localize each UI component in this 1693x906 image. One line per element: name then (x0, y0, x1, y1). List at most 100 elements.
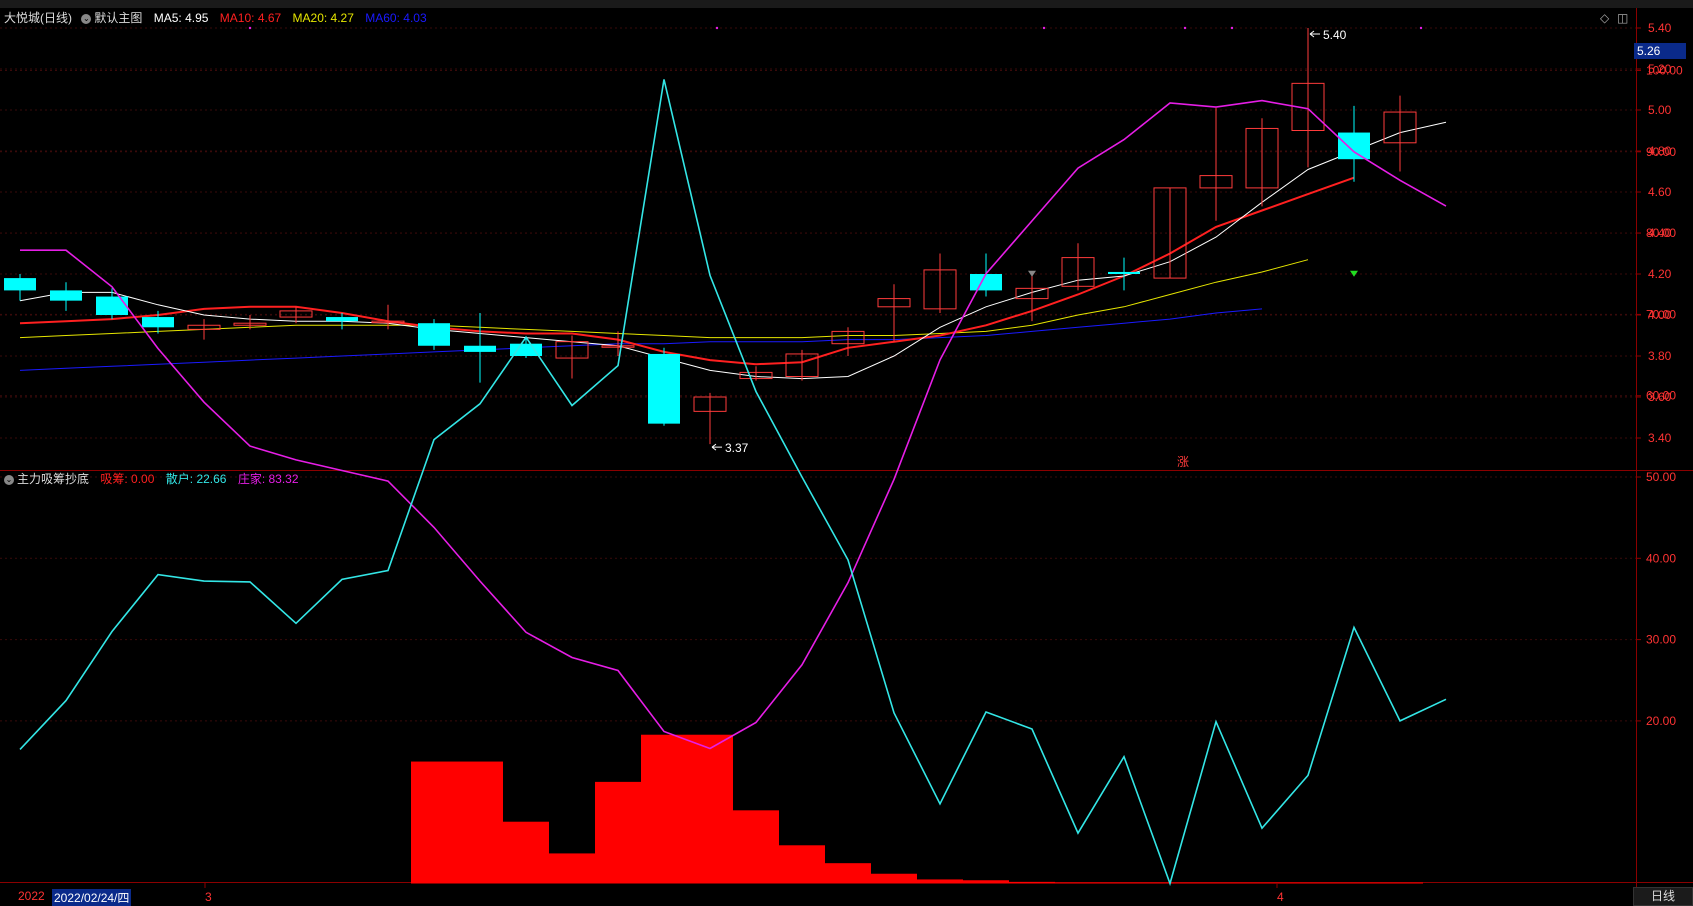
zhang-marker: 涨 (1177, 454, 1189, 469)
template-toggle-icon[interactable]: ⌄ (81, 13, 92, 24)
candle-body-up (1153, 187, 1187, 279)
candle-body-up (1245, 127, 1279, 189)
candle-body-up (739, 371, 773, 380)
xichou-bar (641, 734, 687, 884)
title-strip (0, 0, 1693, 8)
xichou-bar (687, 734, 733, 884)
xichou-bar (595, 781, 641, 884)
indicator-y-tick-label: 60.00 (1646, 389, 1676, 403)
candle-body-up (877, 298, 911, 308)
ma20-line (19, 259, 1309, 339)
indicator-toggle-icon[interactable]: ⌄ (4, 474, 14, 485)
candle-body-up (601, 345, 635, 348)
ma5-value: 4.95 (185, 11, 209, 25)
template-label[interactable]: 默认主图 (94, 11, 143, 25)
candle-body-down (50, 290, 82, 301)
xichou-bar (917, 879, 963, 884)
candle-body-down (464, 345, 496, 352)
indicator-y-tick-label: 50.00 (1646, 470, 1676, 484)
candle-body-up (1015, 287, 1049, 300)
candle-body-up (1291, 82, 1325, 131)
indicator-y-tick-label: 30.00 (1646, 633, 1676, 647)
main-y-tick-label: 3.80 (1648, 349, 1672, 363)
selected-date: 2022/02/24/四 (52, 889, 132, 906)
candle-body-up (233, 322, 267, 326)
candle-body-up (187, 324, 221, 330)
main-y-tick-label: 5.40 (1648, 21, 1672, 35)
candle-body-up (923, 269, 957, 310)
maximize-icon[interactable]: ◫ (1617, 11, 1629, 25)
gray-signal-triangle (1028, 270, 1036, 277)
ma60-line (19, 308, 1263, 371)
xichou-label: 吸筹: (100, 472, 128, 486)
indicator-y-tick-label: 40.00 (1646, 551, 1676, 565)
zhuangjia-label: 庄家: (237, 472, 266, 486)
xichou-bar (549, 853, 595, 884)
ma20-label: MA20: (292, 11, 328, 25)
ma5-label: MA5: (153, 11, 182, 25)
period-label: (日线) (40, 11, 73, 25)
signal-dot (1183, 26, 1187, 30)
candle-body-up (785, 353, 819, 378)
main-y-tick-label: 4.80 (1648, 144, 1672, 158)
candle-body-up (279, 310, 313, 318)
ma5-line (19, 121, 1447, 380)
zhuangjia-line (20, 99, 1447, 750)
xichou-value: 0.00 (131, 472, 155, 486)
indicator-y-tick-label: 80.00 (1646, 226, 1676, 240)
candle-body-down (970, 274, 1002, 291)
candle-body-up (371, 320, 405, 324)
high-arrow (1309, 30, 1320, 38)
candle-body-down (510, 343, 542, 356)
sanhu-value: 22.66 (196, 472, 227, 486)
candle-body-down (1108, 271, 1140, 274)
ma60-value: 4.03 (403, 11, 427, 25)
bottom-year-fragment: 2022 (18, 889, 45, 903)
main-y-tick-label: 4.60 (1648, 185, 1672, 199)
ma20-value: 4.27 (330, 11, 354, 25)
candle-body-down (96, 296, 128, 315)
month-4-label: 4 (1277, 890, 1284, 904)
main-y-tick-label: 4.20 (1648, 267, 1672, 281)
month-3-label: 3 (205, 890, 212, 904)
signal-dot (715, 26, 719, 30)
candle-body-down (648, 353, 680, 424)
indicator-name[interactable]: 主力吸筹抄底 (17, 472, 90, 486)
xichou-bar (963, 880, 1009, 884)
main-legend: 大悦城(日线) ⌄ 默认主图 MA5: 4.95 MA10: 4.67 MA20:… (4, 9, 427, 26)
xichou-bar (503, 821, 549, 884)
sanhu-label: 散户: (165, 472, 194, 486)
ma10-value: 4.67 (257, 11, 282, 25)
candle-body-up (1061, 257, 1095, 287)
candle-body-up (1199, 175, 1233, 189)
ma10-label: MA10: (219, 11, 255, 25)
candle-body-down (326, 317, 358, 322)
candle-body-down (418, 323, 450, 346)
indicator-y-tick-label: 20.00 (1646, 714, 1676, 728)
candle-body-up (831, 330, 865, 345)
ma60-label: MA60: (365, 11, 400, 25)
candle-body-down (1338, 132, 1370, 160)
candle-body-down (142, 317, 174, 328)
stock-name: 大悦城 (4, 11, 41, 25)
xichou-bar (411, 761, 457, 884)
xichou-bar (825, 863, 871, 884)
xichou-bar (871, 873, 917, 884)
indicator-y-tick-label: 70.00 (1646, 307, 1676, 321)
low-price-label: 3.37 (725, 441, 749, 455)
zhuangjia-value: 83.32 (268, 472, 299, 486)
main-y-tick-label: 4.40 (1648, 226, 1672, 240)
main-y-tick-label: 5.20 (1648, 62, 1672, 76)
main-y-tick-label: 3.40 (1648, 431, 1672, 445)
candle-body-up (693, 396, 727, 412)
sanhu-line (19, 79, 1447, 887)
period-button[interactable]: 日线 (1633, 887, 1693, 906)
indicator-y-tick-label: 90.00 (1646, 145, 1676, 159)
green-signal-triangle (1350, 270, 1358, 277)
high-price-label: 5.40 (1323, 28, 1347, 42)
candle-body-down (4, 278, 36, 291)
main-y-tick-label: 3.60 (1648, 390, 1672, 404)
xichou-bar (733, 810, 779, 884)
restore-window-icon[interactable]: ◇ (1600, 11, 1610, 25)
